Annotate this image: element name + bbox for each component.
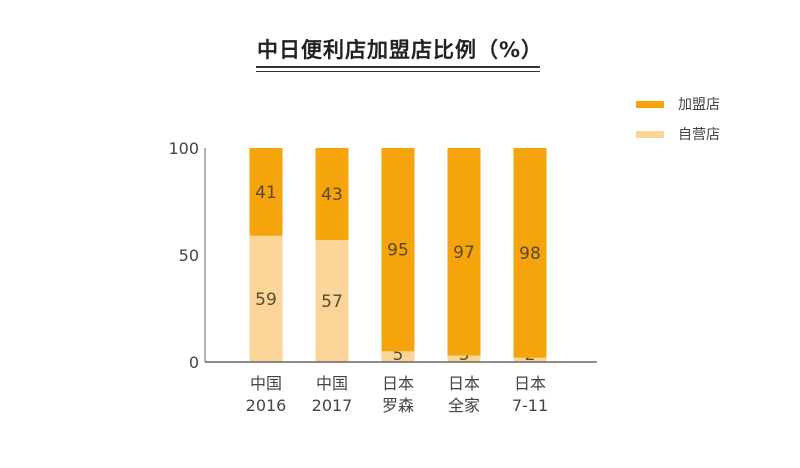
bar-franchise bbox=[315, 148, 349, 241]
bar-franchise bbox=[381, 148, 415, 352]
bar-franchise bbox=[447, 148, 481, 356]
legend-label: 加盟店 bbox=[678, 97, 720, 113]
bar-self-operated bbox=[513, 357, 547, 362]
x-tick-label: 7-11 bbox=[512, 396, 548, 415]
bar-self-operated bbox=[447, 355, 481, 362]
x-tick-label: 日本 bbox=[382, 374, 414, 393]
data-label: 43 bbox=[321, 185, 343, 205]
title-underline-bottom bbox=[256, 71, 540, 72]
legend-item: 自营店 bbox=[636, 124, 720, 144]
bar-franchise bbox=[513, 148, 547, 358]
bar-franchise bbox=[249, 148, 283, 236]
title-underline-top bbox=[256, 66, 540, 68]
data-label: 57 bbox=[321, 292, 343, 312]
legend-label: 自营店 bbox=[678, 127, 720, 143]
y-tick-label: 50 bbox=[179, 246, 199, 265]
x-tick-label: 日本 bbox=[514, 374, 546, 393]
data-label: 95 bbox=[387, 241, 409, 261]
bar-self-operated bbox=[249, 235, 283, 362]
y-tick-label: 0 bbox=[189, 353, 199, 372]
legend-swatch bbox=[636, 100, 664, 108]
legend-swatch bbox=[636, 130, 664, 138]
x-tick-label: 罗森 bbox=[382, 396, 414, 415]
x-tick-label: 日本 bbox=[448, 374, 480, 393]
legend-item: 加盟店 bbox=[636, 94, 720, 114]
data-label: 59 bbox=[255, 290, 277, 310]
x-tick-label: 2016 bbox=[246, 396, 287, 415]
x-tick-label: 中国 bbox=[316, 374, 348, 393]
x-tick-label: 2017 bbox=[312, 396, 353, 415]
bar-self-operated bbox=[381, 351, 415, 362]
x-tick-label: 中国 bbox=[250, 374, 282, 393]
y-tick-label: 100 bbox=[168, 139, 199, 158]
chart-title: 中日便利店加盟店比例（%） bbox=[256, 38, 544, 62]
bar-self-operated bbox=[315, 240, 349, 362]
data-label: 97 bbox=[453, 243, 475, 263]
x-tick-label: 全家 bbox=[448, 396, 480, 415]
data-label: 5 bbox=[393, 345, 404, 365]
data-label: 41 bbox=[255, 183, 277, 203]
data-label: 98 bbox=[519, 244, 541, 264]
